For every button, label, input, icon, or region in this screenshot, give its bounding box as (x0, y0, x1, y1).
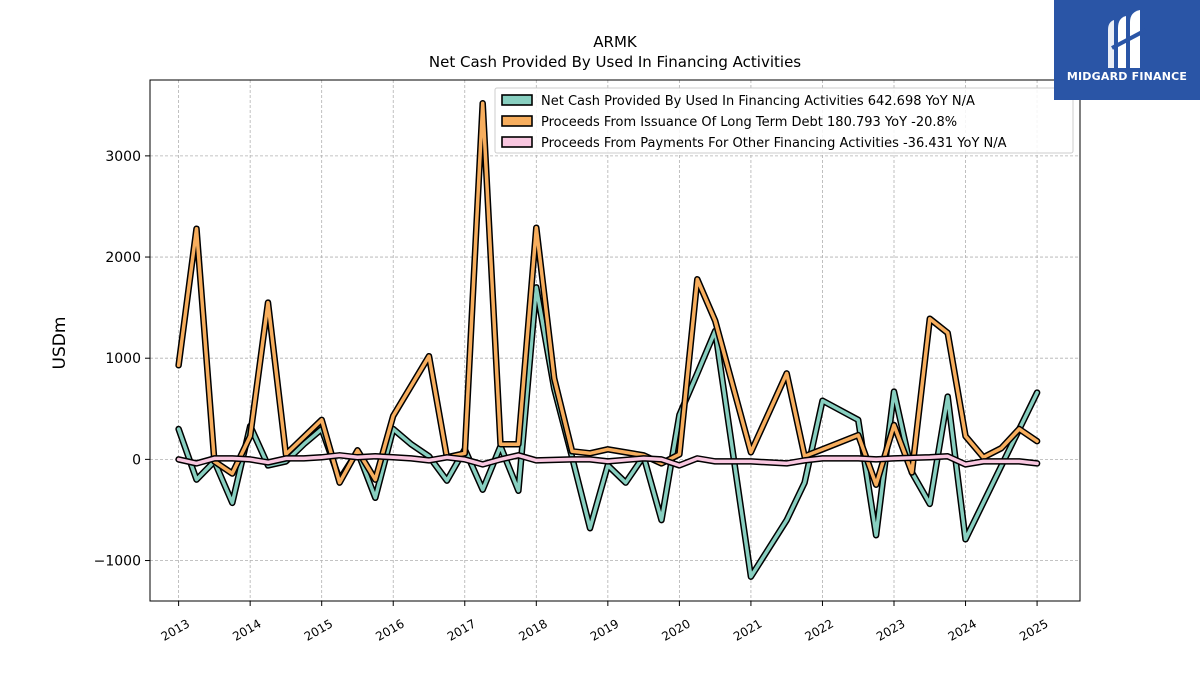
legend-swatch (501, 115, 533, 127)
x-tick-label: 2019 (588, 616, 621, 643)
x-tick-label: 2015 (302, 616, 335, 643)
y-tick-label: −1000 (94, 554, 141, 570)
x-tick-label: 2024 (946, 616, 979, 643)
plot-frame (149, 79, 1081, 602)
x-tick-label: 2022 (803, 616, 836, 643)
x-tick-label: 2016 (373, 616, 406, 643)
y-tick-label: 3000 (105, 149, 141, 165)
y-tick-label: 1000 (105, 351, 141, 367)
y-tick-label: 2000 (105, 250, 141, 266)
x-tick-label: 2014 (230, 616, 263, 643)
legend-label: Proceeds From Issuance Of Long Term Debt… (541, 115, 957, 130)
y-tick-label: 0 (132, 452, 141, 468)
x-tick-label: 2025 (1017, 616, 1050, 643)
midgard-logo-icon (1108, 10, 1147, 68)
legend-label: Proceeds From Payments For Other Financi… (541, 136, 1007, 151)
chart-subtitle: Net Cash Provided By Used In Financing A… (429, 53, 801, 71)
legend-swatch (501, 136, 533, 148)
x-tick-label: 2021 (731, 616, 764, 643)
x-tick-label: 2020 (659, 616, 692, 643)
x-tick-label: 2013 (159, 616, 192, 643)
legend-label: Net Cash Provided By Used In Financing A… (541, 94, 975, 109)
x-tick-label: 2018 (516, 616, 549, 643)
logo-text: MIDGARD FINANCE (1066, 70, 1188, 83)
chart-title: ARMK (593, 33, 638, 51)
legend-swatch (501, 94, 533, 106)
legend-box (494, 87, 1074, 154)
series-line (176, 101, 1039, 487)
x-tick-label: 2017 (445, 616, 478, 643)
legend: Net Cash Provided By Used In Financing A… (494, 87, 1074, 154)
y-axis-label: USDm (50, 317, 70, 370)
x-tick-label: 2023 (874, 616, 907, 643)
series-line (176, 453, 1039, 468)
brand-logo: MIDGARD FINANCE (1054, 0, 1200, 100)
